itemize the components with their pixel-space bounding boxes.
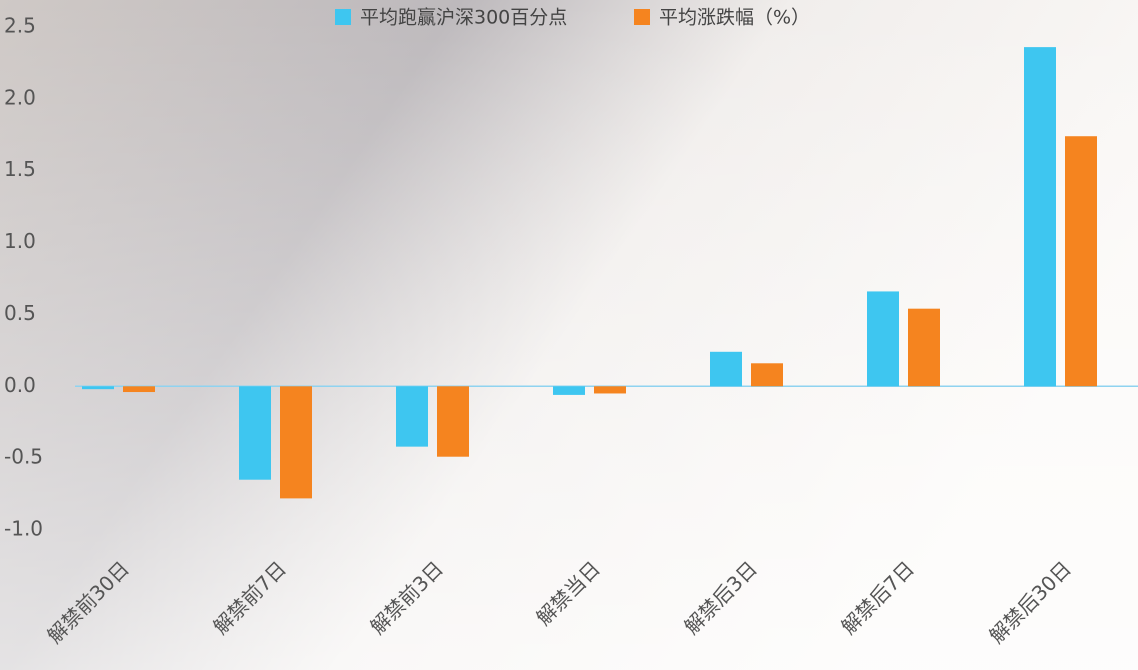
y-tick-label: -1.0 — [4, 517, 43, 541]
legend-swatch — [335, 9, 351, 25]
bar — [710, 352, 742, 386]
bar — [280, 386, 312, 498]
bar — [437, 386, 469, 456]
bar — [908, 309, 940, 387]
y-tick-label: 0.0 — [4, 373, 36, 397]
y-tick-label: 2.5 — [4, 14, 36, 38]
chart: 平均跑赢沪深300百分点 平均涨跌幅（%） -1.0 -0.5 0.0 0.5 1.0 1… — [0, 0, 1138, 670]
bar — [1065, 136, 1097, 386]
legend-label: 平均涨跌幅（%） — [659, 7, 810, 29]
y-tick-label: 0.5 — [4, 301, 36, 325]
bar — [751, 363, 783, 386]
y-tick-label: 1.0 — [4, 229, 36, 253]
legend-label: 平均跑赢沪深300百分点 — [360, 7, 567, 29]
bar — [867, 291, 899, 386]
bar — [239, 386, 271, 479]
y-tick-label: 2.0 — [4, 85, 36, 109]
y-tick-label: 1.5 — [4, 157, 36, 181]
y-tick-label: -0.5 — [4, 445, 43, 469]
bar — [594, 386, 626, 393]
bar — [396, 386, 428, 446]
bar — [553, 386, 585, 395]
bar — [123, 386, 155, 392]
legend-swatch — [634, 9, 650, 25]
background-fade — [0, 0, 1138, 670]
bar — [1024, 47, 1056, 386]
bar — [82, 386, 114, 389]
